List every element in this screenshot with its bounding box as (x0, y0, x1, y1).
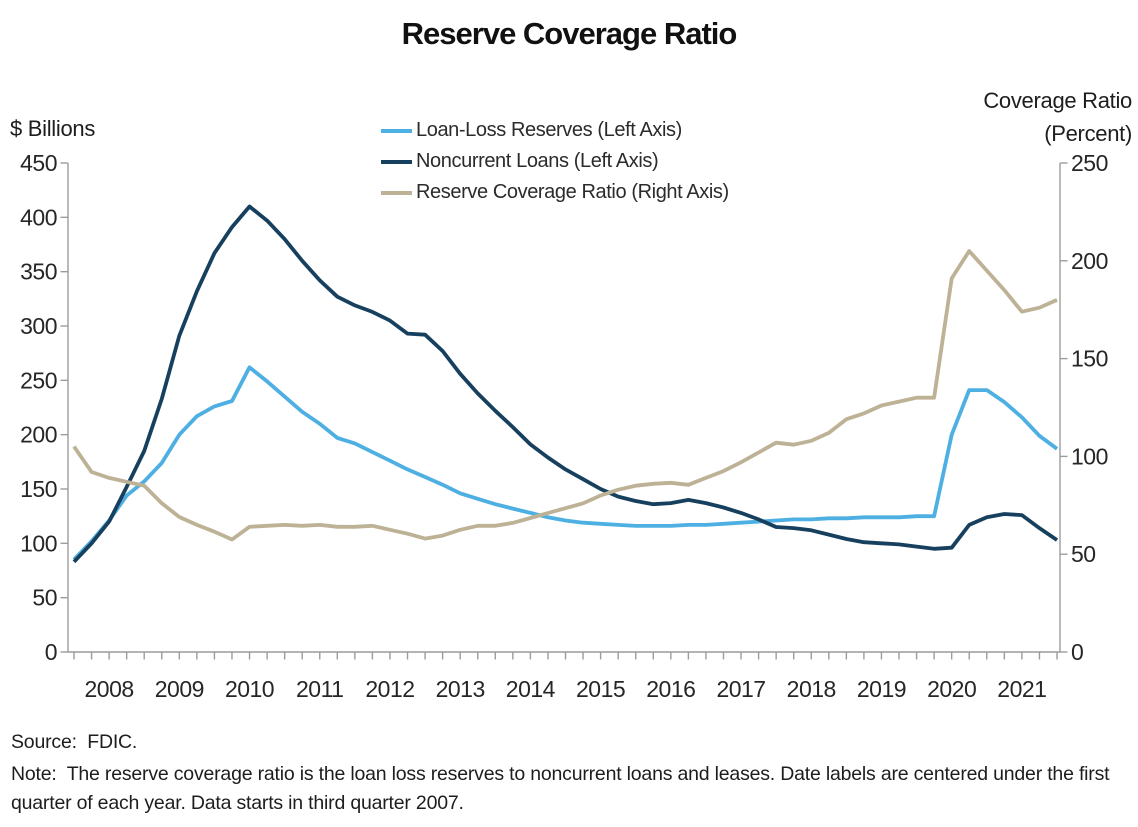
right-axis-title-line1: Coverage Ratio (983, 88, 1132, 113)
x-axis-year-label: 2016 (646, 676, 695, 702)
reserve-coverage-ratio-line (72, 249, 1058, 542)
legend: Loan-Loss Reserves (Left Axis) Noncurrent… (381, 115, 729, 208)
x-axis-year-label: 2017 (716, 676, 765, 702)
x-axis-year-label: 2008 (85, 676, 134, 702)
right-axis-tick-label: 0 (1071, 639, 1083, 665)
legend-item-1: Noncurrent Loans (Left Axis) (381, 146, 729, 177)
x-axis-year-label: 2010 (225, 676, 274, 702)
source-text: Source: FDIC. (11, 731, 138, 753)
x-axis-year-label: 2021 (997, 676, 1046, 702)
chart-title: Reserve Coverage Ratio (401, 16, 738, 51)
note-text: Note: The reserve coverage ratio is the … (11, 763, 1115, 814)
legend-label-2: Reserve Coverage Ratio (Right Axis) (416, 181, 729, 203)
legend-label-0: Loan-Loss Reserves (Left Axis) (416, 119, 682, 141)
x-axis-year-label: 2013 (436, 676, 485, 702)
right-axis-tick-label: 100 (1071, 443, 1108, 469)
left-axis-tick-label: 350 (20, 259, 57, 285)
right-axis-tick-label: 250 (1071, 150, 1108, 176)
right-axis-tick-label: 50 (1071, 541, 1096, 567)
x-axis-year-label: 2019 (857, 676, 906, 702)
x-axis-year-label: 2015 (576, 676, 625, 702)
x-axis-year-label: 2012 (365, 676, 414, 702)
loan-loss-reserves-line (72, 365, 1059, 561)
left-axis-tick-label: 0 (45, 639, 57, 665)
left-axis-tick-label: 50 (32, 585, 57, 611)
left-axis-tick-label: 150 (20, 476, 57, 502)
legend-swatch-1 (381, 159, 412, 164)
x-axis-year-label: 2014 (506, 676, 556, 702)
right-axis-title: Coverage Ratio (Percent) (983, 84, 1132, 150)
left-axis-tick-label: 400 (20, 204, 57, 230)
x-axis-year-label: 2011 (296, 676, 343, 702)
x-axis-year-label: 2018 (787, 676, 836, 702)
left-axis-tick-label: 100 (20, 530, 57, 556)
right-axis-tick-label: 200 (1071, 248, 1108, 274)
x-axis-year-label: 2009 (155, 676, 204, 702)
legend-item-0: Loan-Loss Reserves (Left Axis) (381, 115, 729, 146)
legend-swatch-0 (381, 128, 412, 133)
left-axis-tick-label: 300 (20, 313, 57, 339)
legend-swatch-2 (381, 190, 412, 195)
left-axis-tick-label: 450 (20, 150, 57, 176)
left-axis-tick-label: 200 (20, 422, 57, 448)
legend-item-2: Reserve Coverage Ratio (Right Axis) (381, 177, 729, 208)
x-axis-year-label: 2020 (927, 676, 976, 702)
right-axis-title-line2: (Percent) (1044, 121, 1132, 146)
noncurrent-loans-line (72, 204, 1059, 564)
right-axis-tick-label: 150 (1071, 346, 1108, 372)
legend-label-1: Noncurrent Loans (Left Axis) (416, 150, 659, 172)
left-axis-title: $ Billions (10, 116, 96, 141)
left-axis-tick-label: 250 (20, 367, 57, 393)
